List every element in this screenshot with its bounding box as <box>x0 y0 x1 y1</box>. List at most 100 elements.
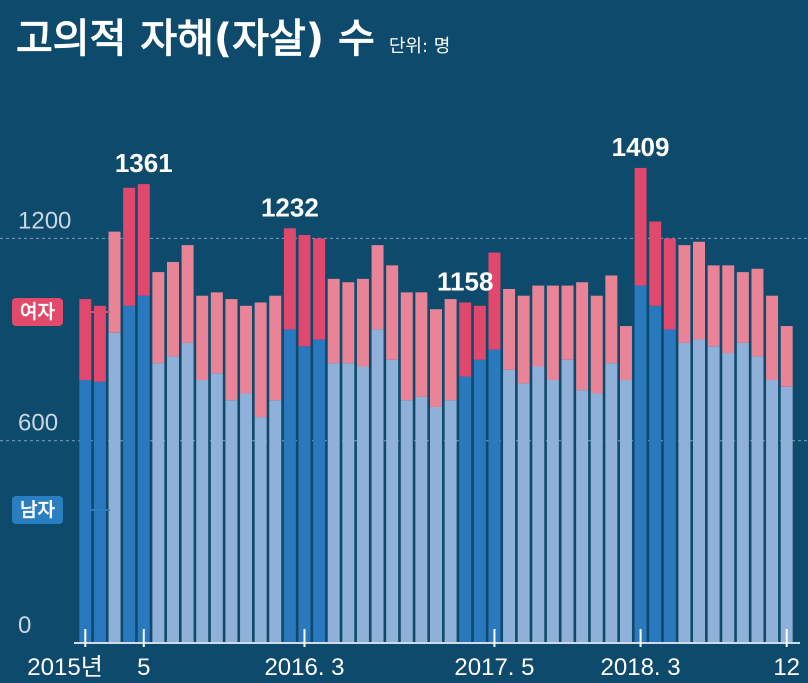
bar-male <box>444 400 457 643</box>
bar-female <box>649 221 662 306</box>
bar-female <box>693 241 706 340</box>
x-tick-label: 2018. 3 <box>601 654 681 681</box>
bar-female <box>240 305 253 394</box>
bar-male <box>707 346 720 643</box>
bar-male <box>517 383 530 643</box>
bar-female <box>371 245 384 330</box>
bar-female <box>619 326 632 380</box>
bar-female <box>93 305 106 382</box>
bar-male <box>546 380 559 643</box>
x-tick-label: 2016. 3 <box>264 654 344 681</box>
bar-female <box>473 305 486 360</box>
bar-male <box>269 400 282 643</box>
bar-male <box>108 332 121 643</box>
bar-male <box>663 329 676 643</box>
bar-female <box>517 295 530 384</box>
data-label: 1232 <box>261 192 319 222</box>
bar-male <box>79 380 92 643</box>
bar-female <box>137 184 150 296</box>
y-tick-label: 1200 <box>18 207 71 234</box>
legend-female: 여자 <box>12 298 63 326</box>
bar-female <box>298 235 311 347</box>
bar-female <box>678 245 691 343</box>
bar-female <box>459 302 472 377</box>
bar-male <box>532 366 545 643</box>
bar-male <box>503 369 516 643</box>
bar-female <box>415 292 428 397</box>
bar-male <box>605 363 618 643</box>
bar-female <box>400 292 413 401</box>
bar-female <box>123 187 136 306</box>
bar-male <box>780 386 793 643</box>
bar-male <box>386 359 399 643</box>
bar-male <box>327 363 340 643</box>
bar-male <box>576 390 589 643</box>
data-label: 1158 <box>437 266 493 296</box>
bar-female <box>722 265 735 354</box>
bar-male <box>751 356 764 643</box>
bar-female <box>313 238 326 340</box>
bar-male <box>488 349 501 643</box>
unit-label: 단위: 명 <box>388 36 451 57</box>
x-tick-label: 12 <box>773 654 800 681</box>
bar-male <box>137 295 150 643</box>
bar-male <box>766 380 779 643</box>
bar-female <box>386 265 399 360</box>
bar-male <box>430 406 442 643</box>
bar-female <box>590 295 603 394</box>
y-tick-label: 0 <box>18 612 31 639</box>
bar-male <box>459 376 472 643</box>
bar-male <box>590 393 603 643</box>
bar-female <box>166 261 179 357</box>
bar-male <box>356 366 369 643</box>
bar-female <box>503 288 516 370</box>
bar-female <box>634 167 647 286</box>
bar-male <box>152 363 165 643</box>
bar-male <box>225 400 238 643</box>
bar-female <box>152 272 165 364</box>
bar-female <box>751 268 764 357</box>
data-label: 1361 <box>115 148 173 178</box>
bar-female <box>561 285 574 360</box>
bar-male <box>619 380 632 643</box>
bar-female <box>576 282 589 391</box>
bar-female <box>108 231 121 333</box>
bar-female <box>532 285 545 367</box>
bar-female <box>342 282 355 364</box>
bar-female <box>546 285 559 380</box>
bar-female <box>736 272 749 343</box>
bar-male <box>473 359 486 643</box>
bar-male <box>678 342 691 643</box>
bar-male <box>210 373 223 643</box>
bar-female <box>707 265 720 347</box>
bar-male <box>313 339 326 643</box>
bar-male <box>693 339 706 643</box>
bar-male <box>240 393 253 643</box>
chart-header: 고의적 자해(자살) 수 단위: 명 <box>16 6 450 64</box>
bar-male <box>400 400 413 643</box>
bar-female <box>283 228 296 330</box>
bar-female <box>79 299 92 380</box>
bar-female <box>766 295 779 380</box>
bar-female <box>488 252 501 350</box>
bar-male <box>123 305 136 643</box>
bar-female <box>444 299 457 401</box>
data-label: 1409 <box>612 132 670 162</box>
bar-female <box>196 295 209 380</box>
bar-female <box>269 295 282 401</box>
bar-female <box>181 245 194 343</box>
bar-female <box>254 302 267 418</box>
bar-male <box>415 396 428 643</box>
bar-female <box>356 278 369 367</box>
bar-female <box>210 292 223 374</box>
bar-male <box>166 356 179 643</box>
bar-male <box>371 329 384 643</box>
bar-female <box>327 278 340 364</box>
bar-female <box>780 326 793 387</box>
bar-male <box>283 329 296 643</box>
chart-title: 고의적 자해(자살) 수 <box>16 16 375 62</box>
bar-male <box>649 305 662 643</box>
bar-male <box>181 342 194 643</box>
bar-female <box>430 309 442 407</box>
